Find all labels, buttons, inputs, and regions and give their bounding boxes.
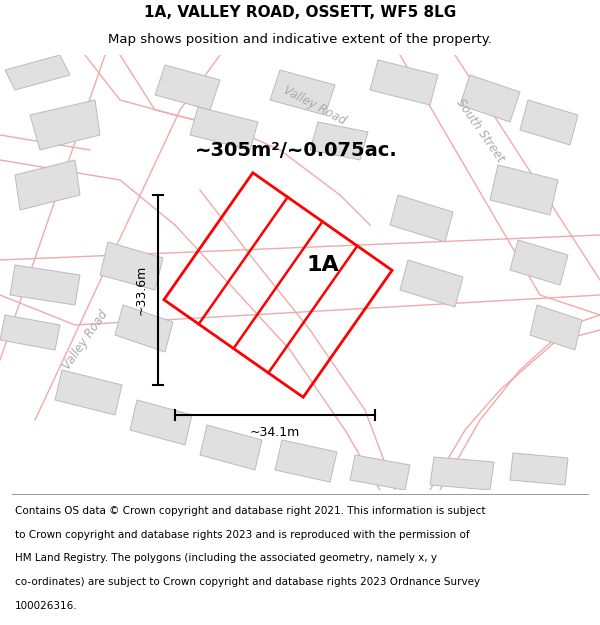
Polygon shape — [190, 107, 258, 150]
Polygon shape — [390, 195, 453, 242]
Text: ~34.1m: ~34.1m — [250, 426, 300, 439]
Polygon shape — [370, 60, 438, 105]
Text: to Crown copyright and database rights 2023 and is reproduced with the permissio: to Crown copyright and database rights 2… — [15, 530, 470, 540]
Text: Contains OS data © Crown copyright and database right 2021. This information is : Contains OS data © Crown copyright and d… — [15, 506, 485, 516]
Polygon shape — [5, 55, 70, 90]
Polygon shape — [200, 425, 262, 470]
Text: Valley Road: Valley Road — [281, 83, 349, 127]
Polygon shape — [490, 165, 558, 215]
Text: co-ordinates) are subject to Crown copyright and database rights 2023 Ordnance S: co-ordinates) are subject to Crown copyr… — [15, 577, 480, 587]
Text: ~33.6m: ~33.6m — [135, 265, 148, 315]
Text: 1A: 1A — [307, 255, 340, 275]
Polygon shape — [15, 160, 80, 210]
Text: 100026316.: 100026316. — [15, 601, 77, 611]
Polygon shape — [0, 315, 60, 350]
Polygon shape — [130, 400, 192, 445]
Text: Valley Road: Valley Road — [60, 308, 110, 372]
Polygon shape — [460, 75, 520, 122]
Polygon shape — [30, 100, 100, 150]
Polygon shape — [155, 65, 220, 110]
Text: 1A, VALLEY ROAD, OSSETT, WF5 8LG: 1A, VALLEY ROAD, OSSETT, WF5 8LG — [144, 4, 456, 19]
Polygon shape — [400, 260, 463, 307]
Polygon shape — [270, 70, 335, 115]
Polygon shape — [510, 453, 568, 485]
Text: South Street: South Street — [454, 96, 506, 164]
Polygon shape — [350, 455, 410, 490]
Polygon shape — [430, 457, 494, 490]
Polygon shape — [310, 122, 368, 160]
Polygon shape — [520, 100, 578, 145]
Polygon shape — [55, 370, 122, 415]
Text: ~305m²/~0.075ac.: ~305m²/~0.075ac. — [195, 141, 398, 159]
Polygon shape — [275, 440, 337, 482]
Text: HM Land Registry. The polygons (including the associated geometry, namely x, y: HM Land Registry. The polygons (includin… — [15, 554, 437, 564]
Polygon shape — [530, 305, 582, 350]
Text: Map shows position and indicative extent of the property.: Map shows position and indicative extent… — [108, 33, 492, 46]
Polygon shape — [115, 305, 173, 352]
Polygon shape — [510, 240, 568, 285]
Polygon shape — [100, 242, 163, 290]
Polygon shape — [10, 265, 80, 305]
